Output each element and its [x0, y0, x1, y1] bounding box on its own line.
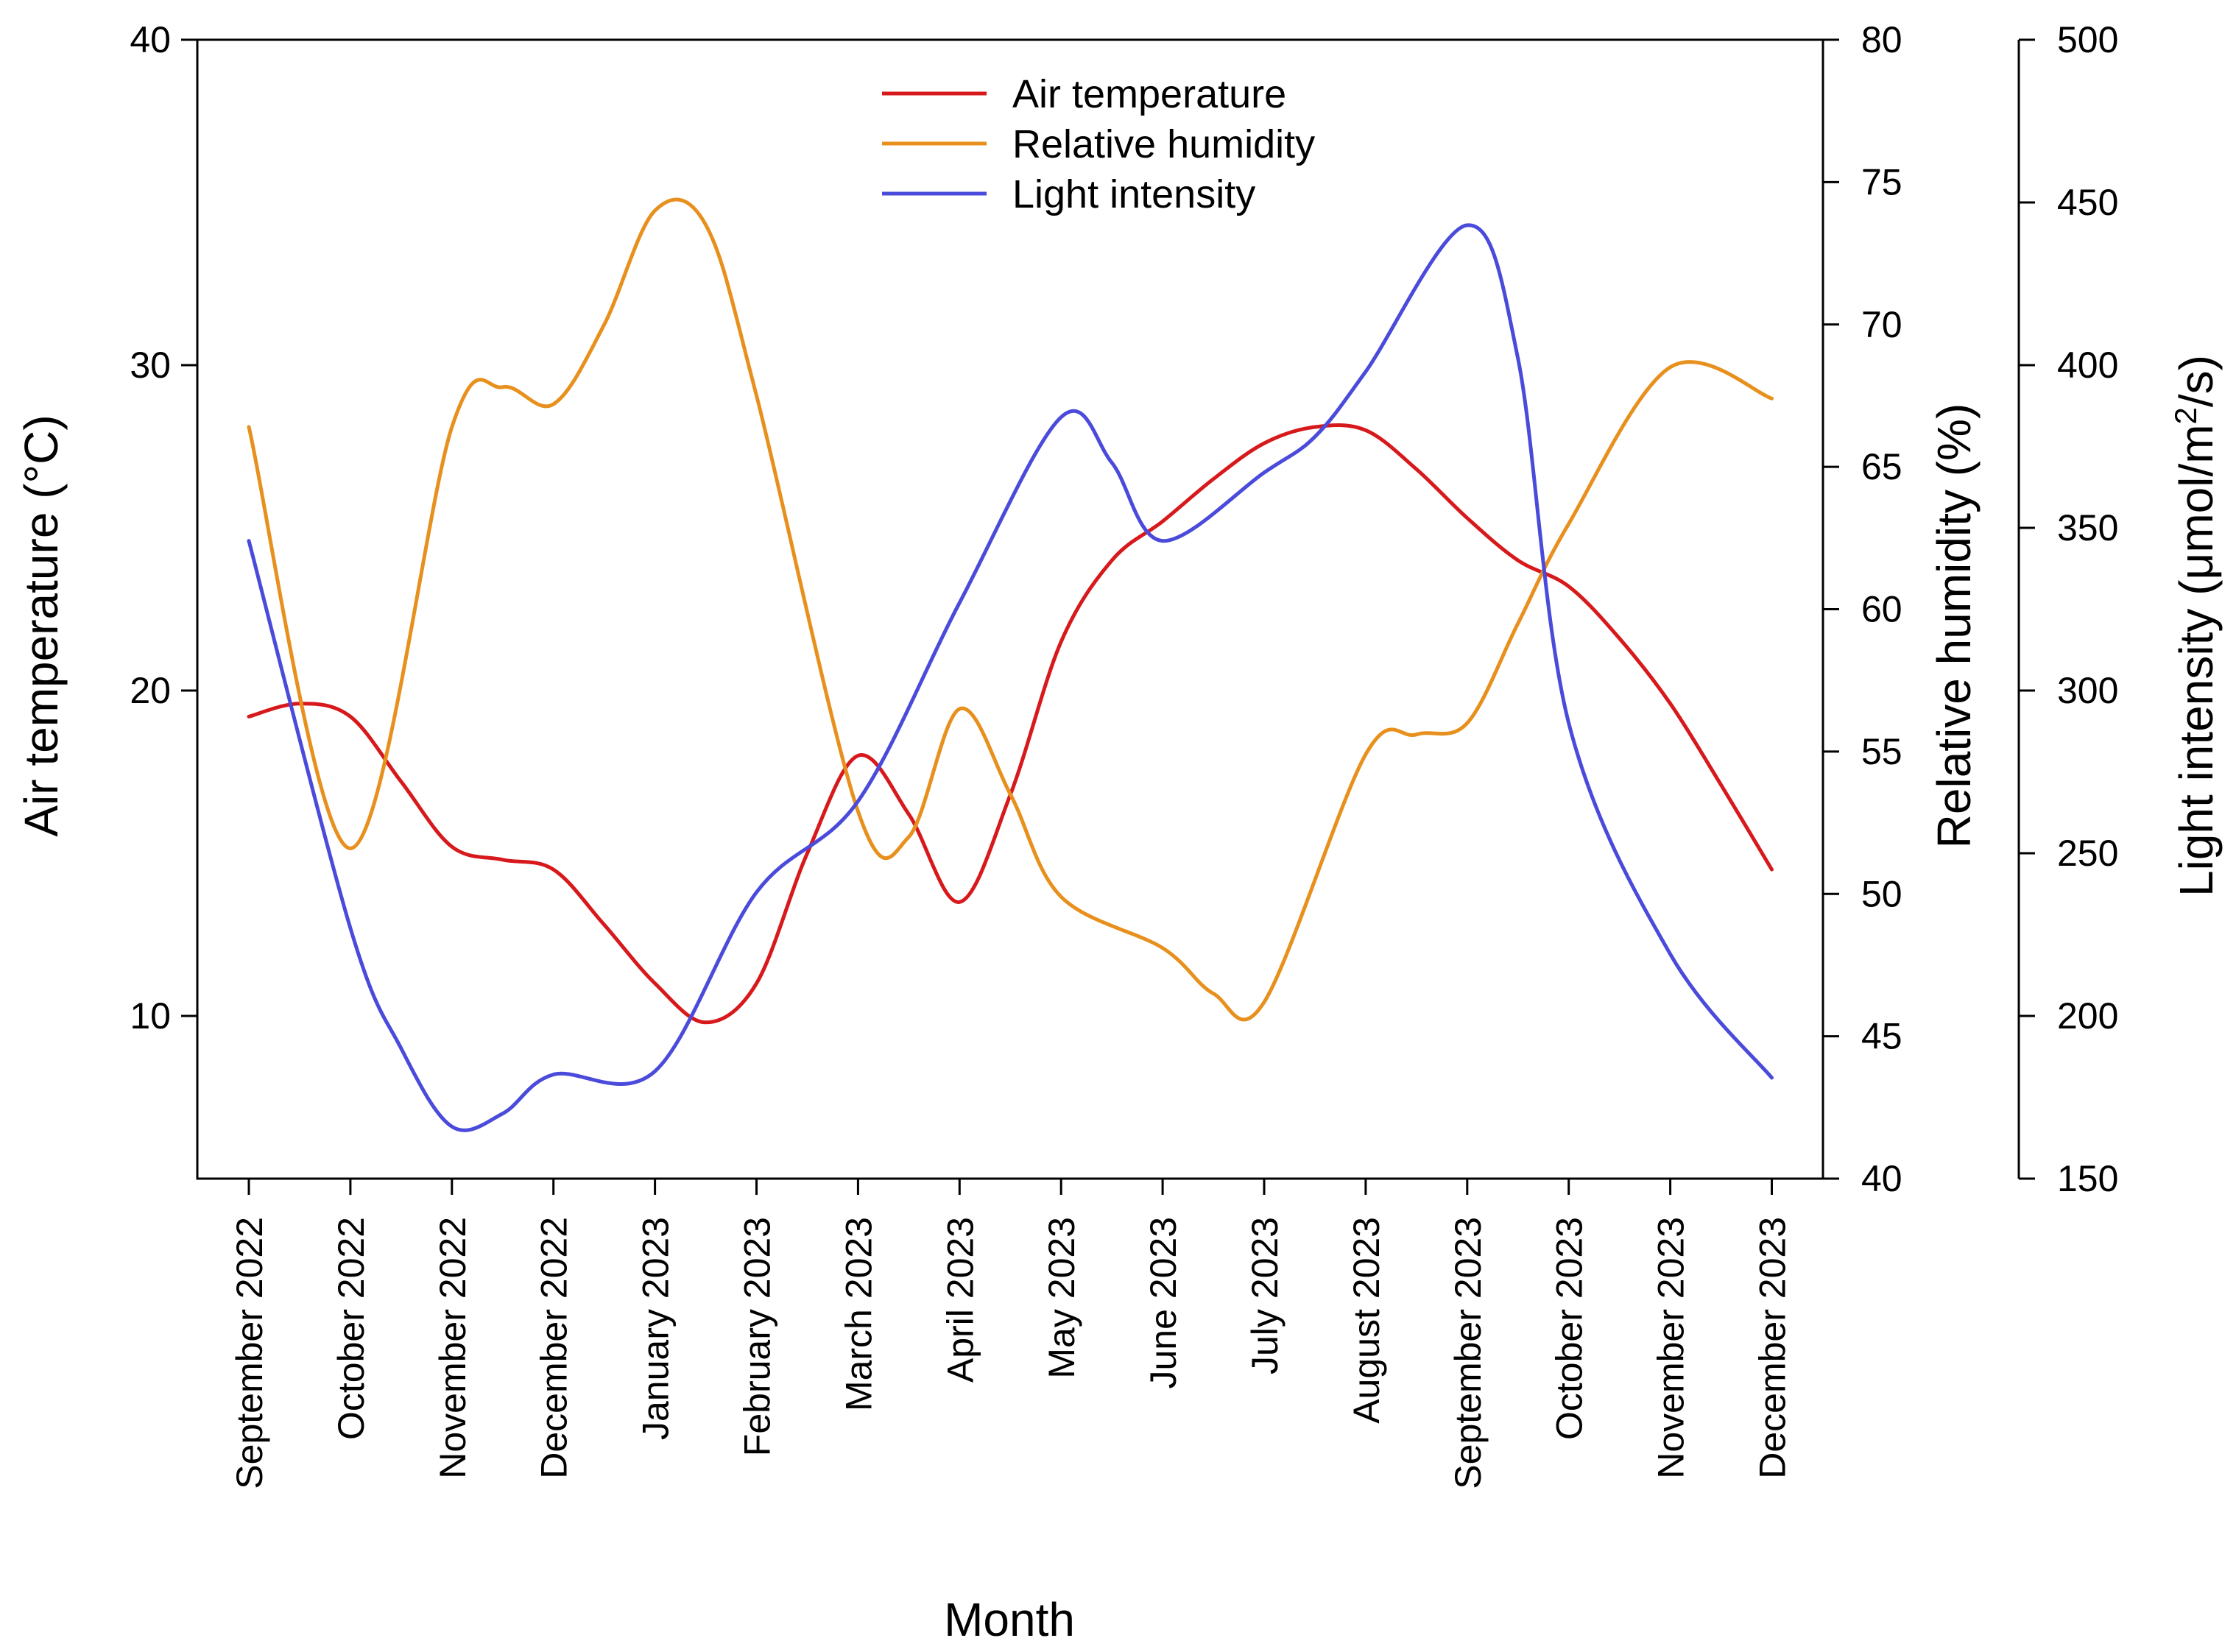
axis-titles: Month Air temperature (°C) Relative humi…	[15, 355, 2223, 1646]
left-axis-tick-label: 30	[130, 345, 171, 386]
right1-axis-tick-label: 65	[1861, 446, 1902, 487]
x-axis-tick-label: November 2022	[432, 1217, 473, 1479]
x-axis-tick-label: May 2023	[1041, 1217, 1082, 1379]
x-axis-tick-label: October 2022	[331, 1217, 372, 1440]
right2-axis-tick-label: 500	[2057, 19, 2118, 60]
x-axis-tick-label: December 2022	[534, 1217, 575, 1479]
x-axis-title: Month	[944, 1593, 1075, 1646]
right1-axis-tick-label: 75	[1861, 161, 1902, 202]
right1-axis-tick-label: 55	[1861, 731, 1902, 772]
series-line-light-intensity	[247, 223, 1774, 1132]
right2-axis-tick-label: 150	[2057, 1158, 2118, 1199]
left-axis-tick-label: 20	[130, 670, 171, 711]
right1-axis-tick-label: 40	[1861, 1158, 1902, 1199]
series-line-relative-humidity	[247, 197, 1774, 1022]
right2-axis-title: Light intensity (μmol/m2/s)	[2168, 355, 2223, 897]
right1-axis-tick-label: 70	[1861, 304, 1902, 345]
legend-label-air-temperature: Air temperature	[1012, 72, 1286, 116]
x-axis-tick-label: April 2023	[939, 1217, 981, 1383]
x-axis-tick-label: July 2023	[1244, 1217, 1285, 1374]
series-line-air-temperature	[247, 423, 1774, 1025]
right1-axis-tick-label: 45	[1861, 1016, 1902, 1057]
x-axis-tick-label: February 2023	[737, 1217, 778, 1456]
right2-axis-title-suffix: /s)	[2170, 355, 2223, 407]
x-axis-tick-label: January 2023	[635, 1217, 677, 1440]
x-axis-tick-label: September 2022	[229, 1217, 270, 1489]
right1-axis-tick-label: 60	[1861, 589, 1902, 630]
right2-axis-tick-label: 350	[2057, 507, 2118, 548]
axes-layer: 10 20 30 40 40 45 50 55 60 65 70 75 80 150 200 250 300 35…	[130, 19, 2118, 1489]
x-axis-tick-label: March 2023	[838, 1217, 879, 1411]
right2-axis-tick-label: 200	[2057, 995, 2118, 1037]
right2-axis-tick-label: 450	[2057, 182, 2118, 223]
legend: Air temperature Relative humidity Light in…	[882, 72, 1315, 216]
right2-axis-tick-label: 250	[2057, 833, 2118, 874]
legend-label-relative-humidity: Relative humidity	[1012, 122, 1315, 166]
left-axis-tick-label: 10	[130, 995, 171, 1037]
left-axis-tick-label: 40	[130, 19, 171, 60]
x-axis-tick-label: October 2023	[1549, 1217, 1590, 1440]
series-layer	[247, 197, 1774, 1132]
x-axis-tick-label: December 2023	[1752, 1217, 1794, 1479]
right1-axis-tick-label: 50	[1861, 873, 1902, 914]
left-axis-title: Air temperature (°C)	[15, 414, 68, 836]
right1-axis-title: Relative humidity (%)	[1928, 403, 1981, 849]
right1-axis-tick-label: 80	[1861, 19, 1902, 60]
plot-frame	[196, 38, 1824, 1180]
x-axis-tick-label: August 2023	[1346, 1217, 1387, 1424]
right2-axis-tick-label: 300	[2057, 670, 2118, 711]
x-axis-tick-label: June 2023	[1143, 1217, 1184, 1389]
x-axis-tick-label: September 2023	[1447, 1217, 1489, 1489]
right2-axis-title-prefix: Light intensity (μmol/m	[2170, 424, 2223, 897]
right2-axis-title-sup: 2	[2168, 407, 2203, 424]
x-axis-tick-label: November 2023	[1651, 1217, 1692, 1479]
legend-label-light-intensity: Light intensity	[1012, 172, 1255, 216]
right2-axis-tick-label: 400	[2057, 345, 2118, 386]
